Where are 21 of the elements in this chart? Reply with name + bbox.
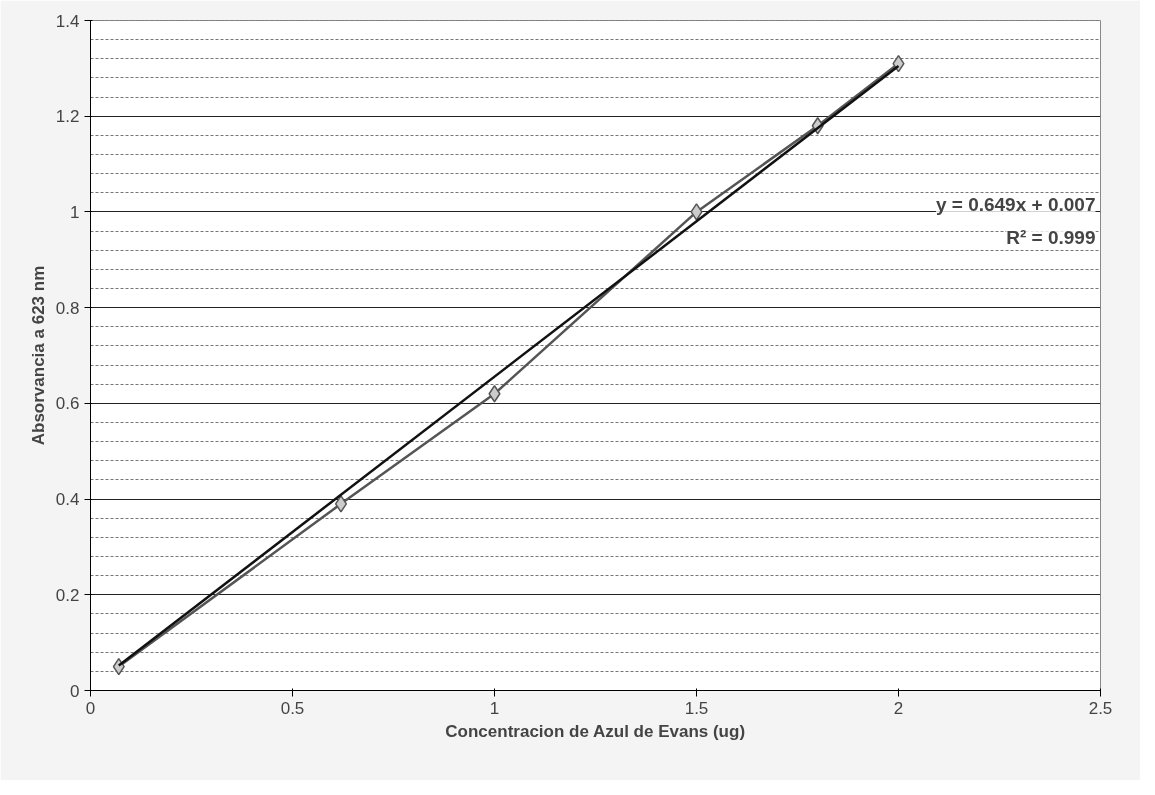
y-tick-label: 0 [70, 681, 80, 701]
x-tick-label: 0.5 [280, 698, 305, 718]
y-tick-label: 1 [70, 202, 80, 222]
x-tick-label: 2 [893, 698, 904, 718]
point [334, 495, 348, 513]
y-axis-title: Absorvancia a 623 nm [28, 265, 48, 446]
annotation: R² = 0.999 [1006, 227, 1096, 249]
y-tick-label: 0.2 [55, 585, 80, 605]
x-tick-label: 2.5 [1088, 698, 1113, 718]
x-tick-label: 1 [489, 698, 500, 718]
y-tick-label: 1.4 [55, 11, 80, 31]
y-tick-label: 0.4 [55, 490, 80, 510]
y-tick-label: 0.6 [55, 394, 80, 414]
y-tick-label: 1.2 [55, 107, 80, 127]
point [488, 385, 501, 403]
y-tick-label: 0.8 [55, 298, 80, 318]
x-tick-label: 1.5 [684, 698, 709, 718]
point [690, 203, 703, 221]
x-axis-title: Concentracion de Azul de Evans (ug) [445, 721, 746, 741]
annotation: y = 0.649x + 0.007 [935, 193, 1096, 215]
x-tick-label: 0 [85, 698, 96, 718]
